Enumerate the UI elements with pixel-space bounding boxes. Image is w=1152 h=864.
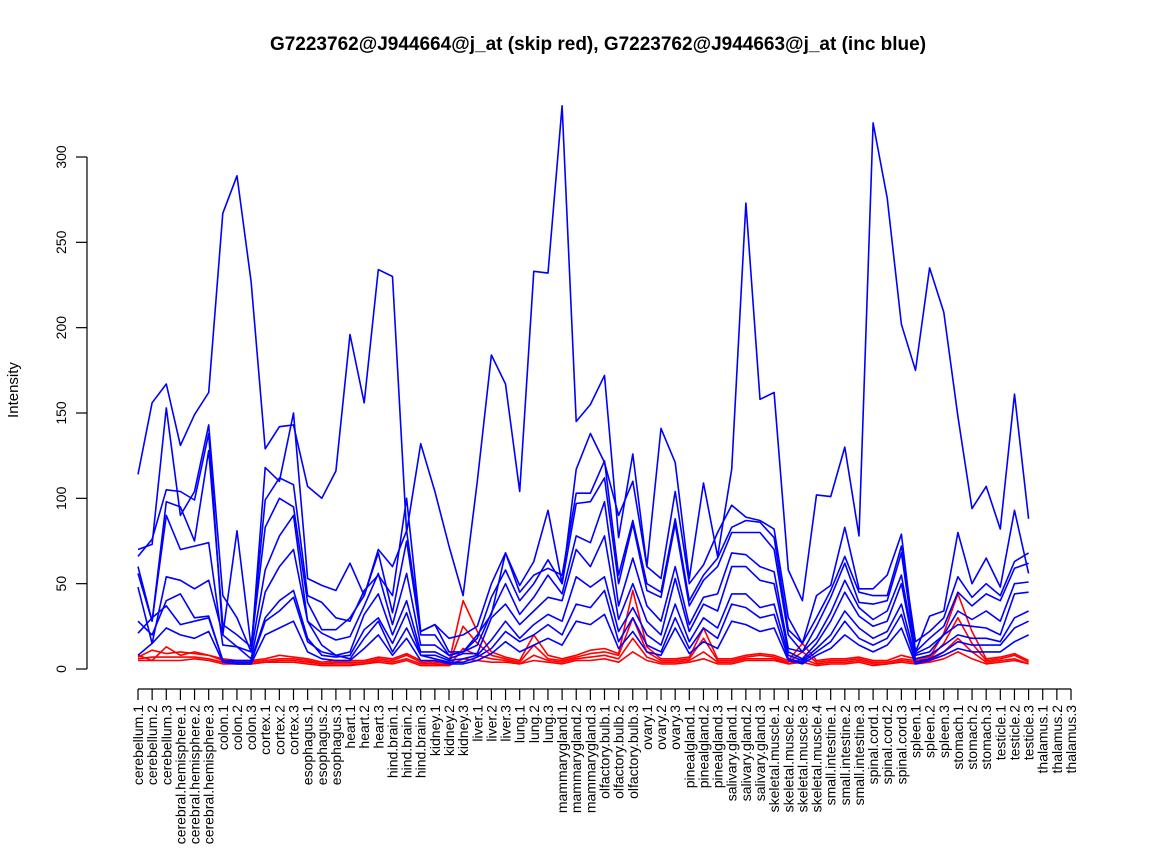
x-tick-label: spleen.3 bbox=[936, 705, 952, 758]
x-tick-label: small.intestine.1 bbox=[823, 705, 839, 806]
inc-series-line-2 bbox=[137, 407, 1030, 653]
x-tick-label: testicle.1 bbox=[992, 705, 1008, 760]
x-tick-label: colon.1 bbox=[215, 705, 231, 750]
x-tick-label: testicle.3 bbox=[1021, 705, 1037, 760]
x-tick-label: salivary.gland.1 bbox=[724, 705, 740, 801]
inc-series-line-5 bbox=[137, 500, 1029, 657]
x-tick-label: lung.1 bbox=[512, 705, 528, 743]
x-tick-label: cortex.2 bbox=[271, 705, 287, 755]
inc-series-line-6 bbox=[137, 535, 1029, 660]
x-tick-label: cerebral.hemisphere.1 bbox=[172, 705, 188, 845]
inc-series-line-1 bbox=[137, 105, 1030, 602]
inc-series-line-7 bbox=[137, 575, 1029, 662]
x-tick-label: esophagus.1 bbox=[300, 705, 316, 785]
x-tick-label: hind.brain.2 bbox=[399, 705, 415, 778]
x-tick-label: spleen.2 bbox=[922, 705, 938, 758]
x-tick-label: mammarygland.2 bbox=[568, 705, 584, 813]
x-tick-label: spinal.cord.2 bbox=[879, 705, 895, 785]
x-tick-label: stomach.2 bbox=[964, 705, 980, 770]
x-tick-label: cerebral.hemisphere.3 bbox=[201, 705, 217, 845]
y-tick-label: 150 bbox=[53, 401, 69, 425]
x-tick-label: esophagus.3 bbox=[328, 705, 344, 785]
x-tick-label: heart.2 bbox=[356, 705, 372, 749]
y-tick-label: 50 bbox=[53, 576, 69, 592]
x-tick-label: thalamus.1 bbox=[1035, 705, 1051, 774]
x-tick-label: cortex.3 bbox=[286, 705, 302, 755]
x-tick-label: liver.1 bbox=[469, 705, 485, 742]
y-tick-label: 0 bbox=[53, 665, 69, 673]
x-tick-label: kidney.2 bbox=[441, 705, 457, 756]
x-tick-label: skeletal.muscle.3 bbox=[794, 705, 810, 813]
x-tick-label: liver.3 bbox=[498, 705, 514, 742]
series-layer bbox=[137, 105, 1030, 667]
x-tick-label: skeletal.muscle.2 bbox=[780, 705, 796, 813]
x-tick-label: colon.2 bbox=[229, 705, 245, 750]
y-axis: 0 50 100 150 200 250 300 bbox=[53, 145, 88, 673]
x-tick-label: heart.3 bbox=[370, 705, 386, 749]
inc-series-line-4 bbox=[137, 449, 1029, 657]
y-tick-label: 100 bbox=[53, 486, 69, 510]
x-tick-label: kidney.1 bbox=[427, 705, 443, 756]
x-tick-label: small.intestine.2 bbox=[837, 705, 853, 806]
x-tick-label: skeletal.muscle.1 bbox=[766, 705, 782, 813]
x-tick-label: kidney.3 bbox=[455, 705, 471, 756]
x-tick-label: cerebral.hemisphere.2 bbox=[187, 705, 203, 845]
chart-title: G7223762@J944664@j_at (skip red), G72237… bbox=[270, 34, 926, 55]
y-tick-label: 300 bbox=[53, 145, 69, 169]
skip-series-line-1 bbox=[137, 589, 1029, 664]
x-tick-label: heart.1 bbox=[342, 705, 358, 749]
x-tick-label: olfactory.bulb.3 bbox=[625, 705, 641, 799]
inc-series-line-3 bbox=[137, 432, 1030, 648]
x-tick-label: lung.3 bbox=[540, 705, 556, 743]
x-tick-label: thalamus.3 bbox=[1063, 705, 1079, 774]
inc-series-line-8 bbox=[137, 589, 1029, 664]
x-tick-label: pinealgland.1 bbox=[681, 705, 697, 789]
x-tick-label: mammarygland.3 bbox=[582, 705, 598, 813]
x-tick-label: pinealgland.2 bbox=[695, 705, 711, 789]
x-tick-label: colon.3 bbox=[243, 705, 259, 750]
x-tick-label: cerebellum.2 bbox=[144, 705, 160, 785]
x-tick-label: spinal.cord.1 bbox=[865, 705, 881, 785]
x-tick-label: cerebellum.3 bbox=[158, 705, 174, 785]
x-tick-label: salivary.gland.3 bbox=[752, 705, 768, 801]
x-tick-label: cerebellum.1 bbox=[130, 705, 146, 785]
x-tick-label: olfactory.bulb.2 bbox=[611, 705, 627, 799]
skip-series-line-3 bbox=[137, 637, 1029, 667]
x-tick-label: spleen.1 bbox=[908, 705, 924, 758]
x-tick-label: small.intestine.3 bbox=[851, 705, 867, 806]
x-tick-label: ovary.2 bbox=[653, 705, 669, 750]
x-axis: cerebellum.1cerebellum.2cerebellum.3cere… bbox=[130, 688, 1079, 845]
x-tick-label: ovary.1 bbox=[639, 705, 655, 750]
x-tick-label: stomach.3 bbox=[978, 705, 994, 770]
x-tick-label: liver.2 bbox=[483, 705, 499, 742]
skip-series-line-2 bbox=[137, 616, 1029, 665]
x-tick-label: pinealgland.3 bbox=[710, 705, 726, 789]
x-tick-label: hind.brain.3 bbox=[413, 705, 429, 778]
x-tick-label: olfactory.bulb.1 bbox=[597, 705, 613, 799]
y-tick-label: 250 bbox=[53, 230, 69, 254]
x-tick-label: hind.brain.1 bbox=[384, 705, 400, 778]
x-tick-label: skeletal.muscle.4 bbox=[809, 705, 825, 813]
x-tick-label: thalamus.2 bbox=[1049, 705, 1065, 774]
x-tick-label: esophagus.2 bbox=[314, 705, 330, 785]
x-tick-label: lung.2 bbox=[526, 705, 542, 743]
x-tick-label: salivary.gland.2 bbox=[738, 705, 754, 801]
skip-series-line-4 bbox=[138, 651, 1029, 667]
x-tick-label: testicle.2 bbox=[1006, 705, 1022, 760]
inc-series-line-9 bbox=[137, 613, 1029, 665]
x-tick-label: stomach.1 bbox=[950, 705, 966, 770]
x-tick-label: spinal.cord.3 bbox=[893, 705, 909, 785]
x-tick-label: mammarygland.1 bbox=[554, 705, 570, 813]
x-tick-label: cortex.1 bbox=[257, 705, 273, 755]
y-tick-label: 200 bbox=[53, 316, 69, 340]
x-tick-label: ovary.3 bbox=[667, 705, 683, 750]
y-axis-label: Intensity bbox=[5, 362, 22, 418]
